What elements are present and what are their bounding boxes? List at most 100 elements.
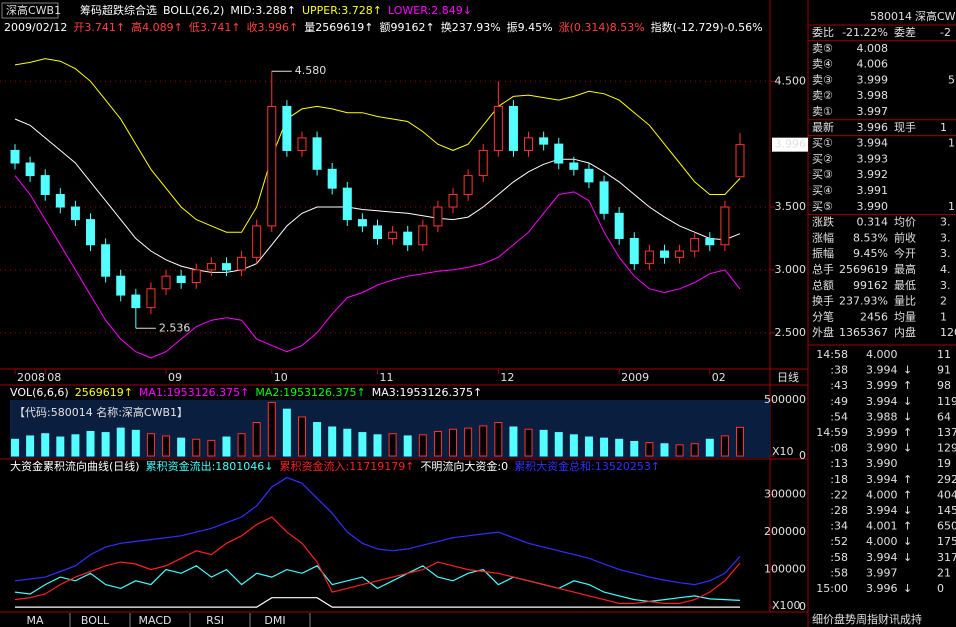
tab[interactable]: RSI [206, 614, 224, 627]
quote-cell: 237.93% [839, 295, 888, 308]
candle-body [40, 175, 50, 195]
candle-body [403, 231, 413, 246]
candle-body [176, 275, 186, 283]
quote-cell: 均价 [894, 216, 916, 229]
tick-volume: 0 [937, 582, 944, 595]
quote-cell: 4.008 [857, 42, 889, 55]
x-tick-label: 12 [500, 371, 514, 384]
panel-tabs[interactable]: 细价盘势周指财讯成持 [812, 612, 922, 626]
tick-arrow: ↓ [903, 395, 912, 408]
volume-bar [56, 436, 65, 457]
candle-body [659, 250, 669, 258]
note: 【代码:580014 名称:深高CWB1】 [14, 405, 188, 419]
last-price-box [772, 137, 808, 152]
volume-bar [720, 435, 729, 457]
flow-line [14, 516, 741, 604]
y-tick-label: 3.500 [775, 200, 807, 213]
tab[interactable]: MACD [139, 614, 172, 627]
symbol[interactable]: 深高CWB1 [6, 3, 61, 17]
quote-cell: 总额 [812, 278, 834, 292]
tick-time: :28 [830, 504, 848, 517]
volume-bar [373, 434, 382, 457]
header-item: 高4.089↑ [131, 20, 183, 34]
volume-bar [358, 432, 367, 457]
tick-arrow: ↓ [903, 535, 912, 548]
tick-arrow: ↓ [903, 504, 912, 517]
volume-bar [539, 429, 548, 457]
annotation: 4.580 [295, 64, 327, 77]
tab[interactable]: DMI [264, 614, 285, 627]
volume-bar [207, 439, 216, 457]
header-item: 量2569619↑ [304, 21, 373, 34]
flow-line [15, 597, 740, 608]
tick-volume: 129 [937, 442, 956, 455]
quote-cell: 3. [940, 279, 951, 292]
tick-volume: 175 [937, 535, 956, 548]
tick-time: 14:59 [816, 426, 848, 439]
tick-price: 3.994 [866, 551, 898, 564]
band-line [14, 58, 741, 233]
header-item: 换237.93% [441, 20, 501, 34]
quote-cell: 8.53% [853, 231, 888, 244]
candle-body [493, 105, 503, 151]
candle-body [584, 168, 594, 183]
quote-cell: 涨跌 [812, 215, 834, 229]
tick-volume: 145 [937, 504, 956, 517]
header-item: MA3:1953126.375↑ [372, 386, 482, 399]
candle-body [735, 144, 745, 178]
candle-body [554, 143, 564, 164]
quote-cell: 现手 [894, 120, 916, 134]
quote-cell: 振幅 [812, 246, 834, 260]
volume-bar [11, 438, 19, 457]
header-item: MA1:1953126.375↑ [139, 386, 249, 399]
volume-bar [388, 433, 397, 457]
candle-body [55, 193, 65, 208]
quote-cell: 2569619 [839, 263, 888, 276]
volume-bar [675, 444, 684, 457]
legend-item: 不明流向大资金:0 [420, 459, 508, 473]
volume-bar [146, 433, 155, 457]
tick-arrow: ↑ [903, 520, 912, 533]
volume-bar [569, 434, 578, 457]
volume-bar [26, 435, 35, 457]
candle-body [267, 105, 277, 227]
candle-body [599, 181, 609, 214]
quote-cell: 1204 [940, 326, 956, 339]
quote-line: 2009/02/12 开3.741↑ 高4.089↑ 低3.741↑ 收3.996↑ 量2… [4, 20, 763, 34]
y-tick-label: 200000 [764, 525, 806, 538]
tick-volume: 317 [937, 551, 956, 564]
header-item: 筹码超跌综合选 [80, 3, 157, 17]
candle-body [282, 105, 292, 151]
tick-time: :43 [830, 379, 848, 392]
tick-price: 3.999 [866, 379, 898, 392]
quote-cell: 卖② [812, 89, 833, 102]
volume-bar [116, 427, 125, 457]
tick-volume: 11 [937, 348, 951, 361]
volume-bar [509, 426, 518, 457]
tick-arrow: ↓ [903, 551, 912, 564]
tick-volume: 91 [937, 364, 951, 377]
header-item: LOWER:2.849↓ [388, 4, 472, 17]
y-tick-label: 4.500 [775, 74, 807, 87]
quote-cell: 换手 [812, 294, 834, 308]
volume-bar [630, 441, 639, 457]
last-price: 3.996 [775, 138, 807, 151]
symbol-box[interactable] [1, 2, 59, 19]
tick-arrow: ↑ [903, 426, 912, 439]
annotation: 2.536 [159, 321, 191, 334]
candle-body [237, 256, 247, 271]
tab[interactable]: BOLL [81, 614, 110, 627]
tab[interactable]: MA [26, 614, 43, 627]
candle-body [191, 269, 201, 283]
volume-bar [615, 438, 624, 457]
volume-bar [86, 430, 95, 457]
quote-cell: 2456 [860, 310, 888, 323]
tick-price: 3.990 [866, 457, 898, 470]
quote-cell: 1 [940, 121, 947, 134]
volume-bar [252, 422, 261, 457]
quote-cell: 外盘 [812, 325, 834, 339]
quote-cell: 委比 [812, 26, 834, 39]
quote-cell: 3. [940, 247, 951, 260]
